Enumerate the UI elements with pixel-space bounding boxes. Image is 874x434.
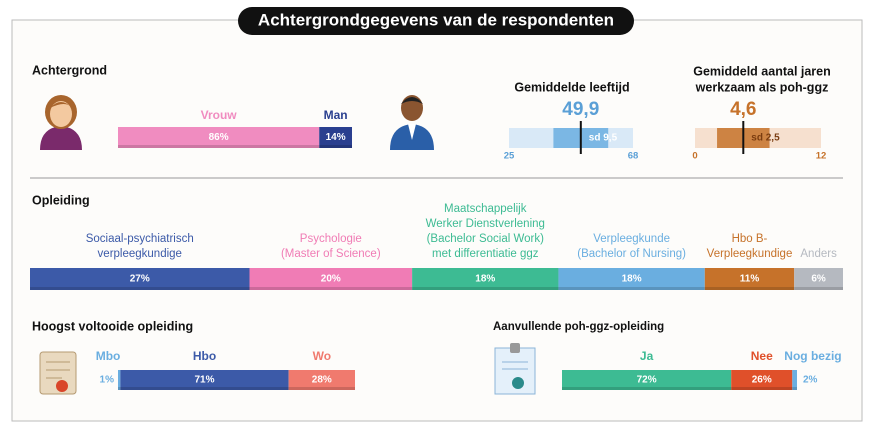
segment-label: (Master of Science) [281,248,381,260]
segment-label: Sociaal-psychiatrisch [86,233,194,245]
value-label: 11% [740,274,760,285]
segment-label: Nog bezig [784,349,841,363]
segment-label: Werker Dienstverlening [426,218,545,230]
segment-label: Verpleegkunde [593,233,670,245]
bar-shade [704,287,795,290]
bar-shade [249,287,413,290]
segment-label: Verpleegkundige [707,248,793,260]
bar-segment [319,127,352,148]
bar-segment [249,268,413,290]
bar-shade [118,145,320,148]
segment-label: Psychologie [300,233,362,245]
bar-segment [288,370,355,390]
bar-segment [118,370,121,390]
value-label: 14% [326,132,346,143]
axis-label: 25 [504,151,515,162]
axis-label: 0 [692,151,697,162]
bar-shade [319,145,352,148]
value-label: 72% [637,375,657,386]
value-label: 86% [209,132,229,143]
value-label: 26% [752,375,772,386]
gauge-title: Gemiddelde leeftijd [514,80,629,94]
bar-shade [794,287,843,290]
value-label: 28% [312,375,332,386]
segment-label: Hbo B- [732,233,768,245]
bar-segment [792,370,797,390]
value-label: 20% [321,274,341,285]
bar-segment [794,268,843,290]
bar-segment [118,127,320,148]
woman-icon [40,95,82,150]
bar-shade [731,387,793,390]
diploma-icon [39,351,77,395]
segment-label: Man [324,108,348,122]
sd-label: sd 2,5 [751,133,780,144]
segment-label: Mbo [96,349,121,363]
bar-shade [288,387,355,390]
frame [11,19,863,422]
heading: Opleiding [32,193,90,207]
heading: Aanvullende poh-ggz-opleiding [493,321,664,333]
certificate-icon [494,343,536,395]
mean-label: 49,9 [562,99,599,120]
bar-segment [704,268,795,290]
bar-shade [120,387,289,390]
heading: Hoogst voltooide opleiding [32,319,193,333]
bar-shade [792,387,797,390]
segment-label: Maatschappelijk [444,203,527,215]
title-pill [238,7,634,35]
value-label: 2% [803,375,818,386]
bar-shade [412,287,559,290]
sd-label: sd 9,5 [589,133,618,144]
segment-label: (Bachelor of Nursing) [577,248,686,260]
segment-label: Hbo [193,349,216,363]
segment-label: (Bachelor Social Work) [427,233,545,245]
axis-label: 12 [816,151,827,162]
segment-label: met differentiatie ggz [432,248,539,260]
bar-segment [412,268,559,290]
bar-shade [118,387,121,390]
value-label: 1% [100,375,115,386]
value-label: 71% [194,375,214,386]
title: Achtergrondgegevens van de respondenten [258,10,614,29]
value-label: 6% [811,274,826,285]
bar-segment [30,268,250,290]
heading: Achtergrond [32,63,107,77]
bar-segment [120,370,289,390]
bar-segment [731,370,793,390]
gauge-title: Gemiddeld aantal jaren [693,64,831,78]
segment-label: verpleegkundige [98,248,182,260]
bar-shade [562,387,732,390]
gauge-title: werkzaam als poh-ggz [695,80,829,94]
bar-segment [562,370,732,390]
bar-segment [558,268,705,290]
mean-label: 4,6 [730,99,756,120]
segment-label: Anders [800,248,837,260]
value-label: 18% [475,274,495,285]
axis-label: 68 [628,151,639,162]
segment-label: Ja [640,349,654,363]
bar-shade [558,287,705,290]
segment-label: Wo [313,349,331,363]
segment-label: Vrouw [201,108,238,122]
value-label: 27% [130,274,150,285]
bar-shade [30,287,250,290]
value-label: 18% [622,274,642,285]
segment-label: Nee [751,349,773,363]
man-icon [390,95,434,150]
